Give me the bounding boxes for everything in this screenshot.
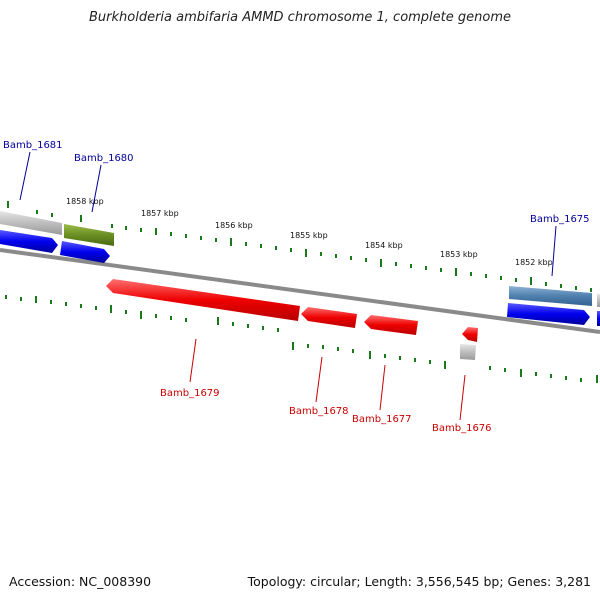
accession-text: Accession: NC_008390 (9, 574, 152, 589)
page-title: Burkholderia ambifaria AMMD chromosome 1… (88, 10, 512, 25)
inner-tick-track (5, 295, 598, 383)
gene-label-bamb-1681[interactable]: Bamb_1681 (3, 140, 63, 151)
gene-arrow-bamb-1675[interactable] (507, 303, 590, 325)
scale-label-1855: 1855 kbp (290, 231, 328, 240)
olive-feature-bamb-1680[interactable] (64, 224, 114, 246)
gene-arrow-bamb-1678[interactable] (301, 307, 357, 328)
leader-bamb-1679 (189, 338, 197, 383)
gene-label-bamb-1677[interactable]: Bamb_1677 (352, 414, 412, 425)
gray-feature-right[interactable] (597, 294, 600, 307)
gene-label-bamb-1679[interactable]: Bamb_1679 (160, 388, 220, 399)
scale-label-1852: 1852 kbp (515, 258, 553, 267)
steel-feature-bamb-1675[interactable] (509, 286, 592, 306)
scale-label-1856: 1856 kbp (215, 221, 253, 230)
gene-arrow-bamb-1680[interactable] (60, 241, 110, 263)
gene-arrow-bamb-1681[interactable] (0, 230, 58, 253)
leader-bamb-1678 (315, 356, 323, 403)
leader-bamb-1681 (19, 151, 31, 201)
leader-bamb-1675 (551, 225, 557, 277)
gene-arrow-right-edge[interactable] (597, 311, 600, 326)
scale-label-1858: 1858 kbp (66, 197, 104, 206)
gene-label-bamb-1676[interactable]: Bamb_1676 (432, 423, 492, 434)
genome-summary-text: Topology: circular; Length: 3,556,545 bp… (247, 574, 591, 589)
scale-label-1854: 1854 kbp (365, 241, 403, 250)
gray-feature-bamb-1676[interactable] (460, 344, 476, 360)
gene-arrow-bamb-1677[interactable] (364, 315, 418, 335)
gene-label-bamb-1678[interactable]: Bamb_1678 (289, 406, 349, 417)
leader-bamb-1677 (379, 364, 386, 411)
gene-arrow-bamb-1676[interactable] (462, 327, 478, 342)
leader-bamb-1680 (91, 164, 102, 213)
scale-label-1857: 1857 kbp (141, 209, 179, 218)
gene-label-bamb-1675[interactable]: Bamb_1675 (530, 214, 590, 225)
gene-label-bamb-1680[interactable]: Bamb_1680 (74, 153, 134, 164)
gray-feature-left[interactable] (0, 211, 62, 235)
outer-tick-track (7, 201, 592, 292)
gene-arrow-bamb-1679[interactable] (106, 279, 300, 321)
scale-label-1853: 1853 kbp (440, 250, 478, 259)
chromosome-backbone (0, 248, 600, 334)
leader-bamb-1676 (459, 374, 466, 421)
